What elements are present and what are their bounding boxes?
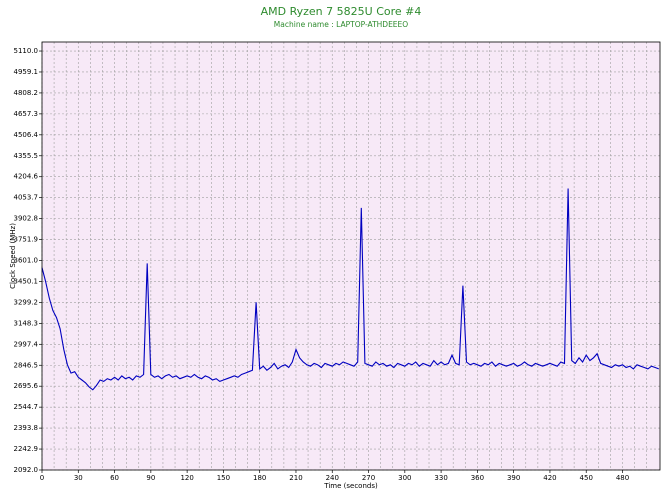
x-tick-label: 180 xyxy=(253,474,266,482)
x-tick-label: 90 xyxy=(146,474,155,482)
y-tick-label: 3751.9 xyxy=(14,236,39,244)
plot-border xyxy=(41,41,661,471)
chart-title: AMD Ryzen 7 5825U Core #4 xyxy=(261,5,422,18)
x-tick-label: 390 xyxy=(507,474,520,482)
x-tick-label: 150 xyxy=(217,474,230,482)
y-tick-label: 4053.7 xyxy=(14,194,39,202)
plot-area xyxy=(42,42,660,470)
y-tick-label: 2544.7 xyxy=(14,403,39,411)
y-tick-label: 5110.0 xyxy=(14,47,39,55)
x-tick-label: 480 xyxy=(616,474,629,482)
x-tick-label: 420 xyxy=(543,474,556,482)
y-tick-label: 3450.1 xyxy=(14,277,39,285)
x-tick-label: 270 xyxy=(362,474,375,482)
y-tick-label: 3902.8 xyxy=(14,215,39,223)
x-tick-label: 330 xyxy=(434,474,447,482)
y-tick-label: 4355.5 xyxy=(14,152,39,160)
y-tick-label: 3299.2 xyxy=(14,298,39,306)
x-tick-label: 120 xyxy=(180,474,193,482)
y-tick-label: 3148.3 xyxy=(14,319,39,327)
y-tick-label: 4808.2 xyxy=(14,89,39,97)
y-tick-label: 2393.8 xyxy=(14,424,39,432)
x-tick-label: 210 xyxy=(289,474,302,482)
x-tick-label: 60 xyxy=(110,474,119,482)
y-tick-label: 2092.0 xyxy=(14,466,39,474)
y-axis-label: Clock Speed (MHz) xyxy=(9,223,17,289)
x-tick-label: 30 xyxy=(74,474,83,482)
y-tick-label: 2695.6 xyxy=(14,382,39,390)
y-tick-label: 4959.1 xyxy=(14,68,39,76)
x-tick-label: 300 xyxy=(398,474,411,482)
x-axis-label: Time (seconds) xyxy=(323,482,378,490)
x-tick-label: 360 xyxy=(471,474,484,482)
x-tick-label: 450 xyxy=(580,474,593,482)
data-line xyxy=(41,188,659,391)
chart-subtitle: Machine name : LAPTOP-ATHDEEEO xyxy=(274,20,408,29)
y-tick-label: 2846.5 xyxy=(14,361,39,369)
x-tick-label: 240 xyxy=(326,474,339,482)
y-tick-label: 3601.0 xyxy=(14,257,39,265)
y-tick-label: 4506.4 xyxy=(14,131,39,139)
y-tick-label: 4657.3 xyxy=(14,110,39,118)
y-tick-label: 2242.9 xyxy=(14,445,39,453)
y-tick-label: 4204.6 xyxy=(14,173,39,181)
x-tick-label: 0 xyxy=(40,474,44,482)
y-tick-label: 2997.4 xyxy=(14,340,39,348)
